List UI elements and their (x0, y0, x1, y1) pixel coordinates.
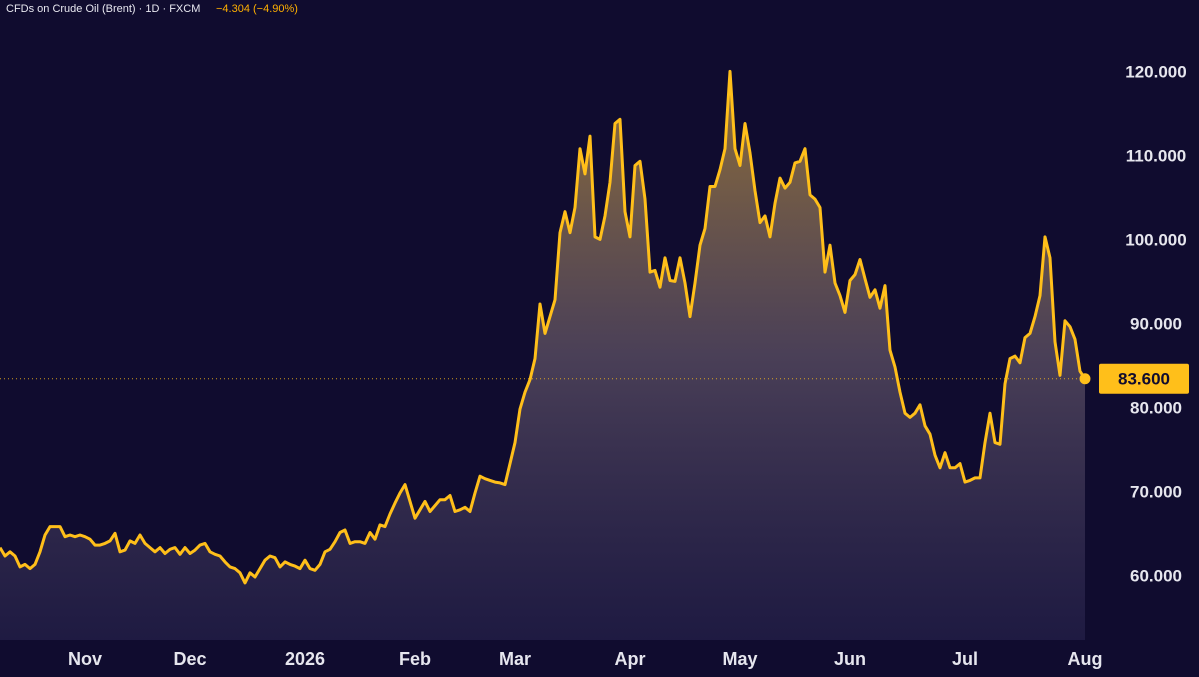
x-tick-label: Jun (834, 649, 866, 669)
y-tick-label: 90.000 (1130, 315, 1182, 334)
area-fill (0, 71, 1085, 640)
x-tick-label: Aug (1068, 649, 1103, 669)
last-price-dot (1079, 373, 1091, 385)
change-label: −4.304 (−4.90%) (216, 3, 298, 15)
x-tick-label: 2026 (285, 649, 325, 669)
y-tick-label: 120.000 (1125, 63, 1186, 82)
price-line (0, 69, 1087, 585)
last-price-box (1099, 363, 1189, 394)
x-tick-label: Apr (615, 649, 646, 669)
x-tick-label: May (722, 649, 757, 669)
chart-title: CFDs on Crude Oil (Brent) · 1D · FXCM (6, 3, 200, 15)
x-tick-label: Jul (952, 649, 978, 669)
y-tick-label: 60.000 (1130, 566, 1182, 585)
y-tick-label: 110.000 (1126, 147, 1187, 166)
x-tick-label: Feb (399, 649, 431, 669)
y-tick-label: 80.000 (1130, 399, 1182, 418)
x-tick-label: Dec (173, 649, 206, 669)
y-tick-label: 70.000 (1130, 483, 1182, 502)
x-tick-label: Mar (499, 649, 531, 669)
x-tick-label: Nov (68, 649, 102, 669)
y-tick-label: 100.000 (1125, 231, 1186, 250)
last-price-label: 83.600 (1118, 369, 1170, 388)
